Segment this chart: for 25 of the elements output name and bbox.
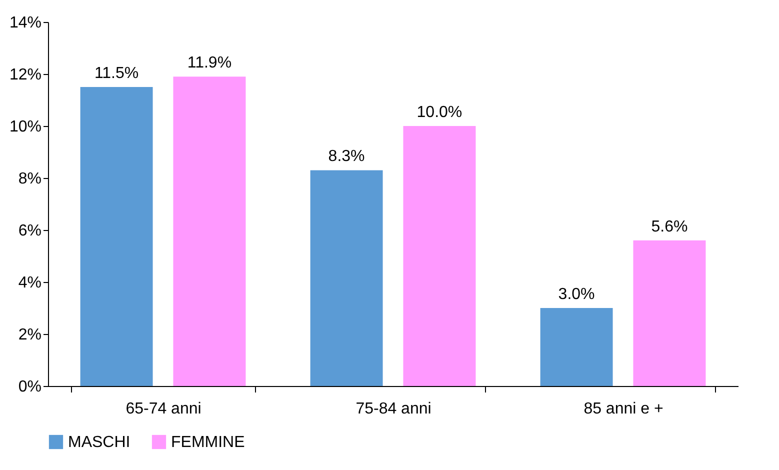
y-tick-label: 4% bbox=[18, 274, 42, 292]
y-tick-label: 8% bbox=[18, 170, 42, 188]
legend-label: FEMMINE bbox=[171, 434, 245, 451]
x-tick-label: 85 anni e + bbox=[584, 400, 664, 418]
legend-label: MASCHI bbox=[68, 434, 130, 451]
x-tick-label: 65-74 anni bbox=[126, 400, 202, 418]
x-tick-label: 75-84 anni bbox=[356, 400, 432, 418]
bar bbox=[403, 126, 476, 386]
data-label: 11.5% bbox=[94, 65, 139, 82]
bar bbox=[80, 87, 153, 386]
data-label: 3.0% bbox=[558, 286, 595, 303]
y-tick-label: 14% bbox=[9, 14, 42, 32]
data-label: 10.0% bbox=[416, 104, 462, 121]
y-tick-label: 0% bbox=[18, 378, 42, 396]
bar bbox=[173, 76, 246, 386]
y-tick-label: 10% bbox=[9, 118, 42, 136]
bar bbox=[633, 240, 706, 386]
y-tick-label: 12% bbox=[9, 66, 42, 84]
data-label: 5.6% bbox=[651, 218, 688, 236]
data-label: 11.9% bbox=[187, 54, 232, 72]
data-label: 8.3% bbox=[328, 148, 365, 166]
y-tick-label: 2% bbox=[18, 326, 42, 344]
bar bbox=[540, 308, 613, 386]
bar bbox=[310, 170, 383, 386]
y-tick-label: 6% bbox=[18, 222, 42, 240]
